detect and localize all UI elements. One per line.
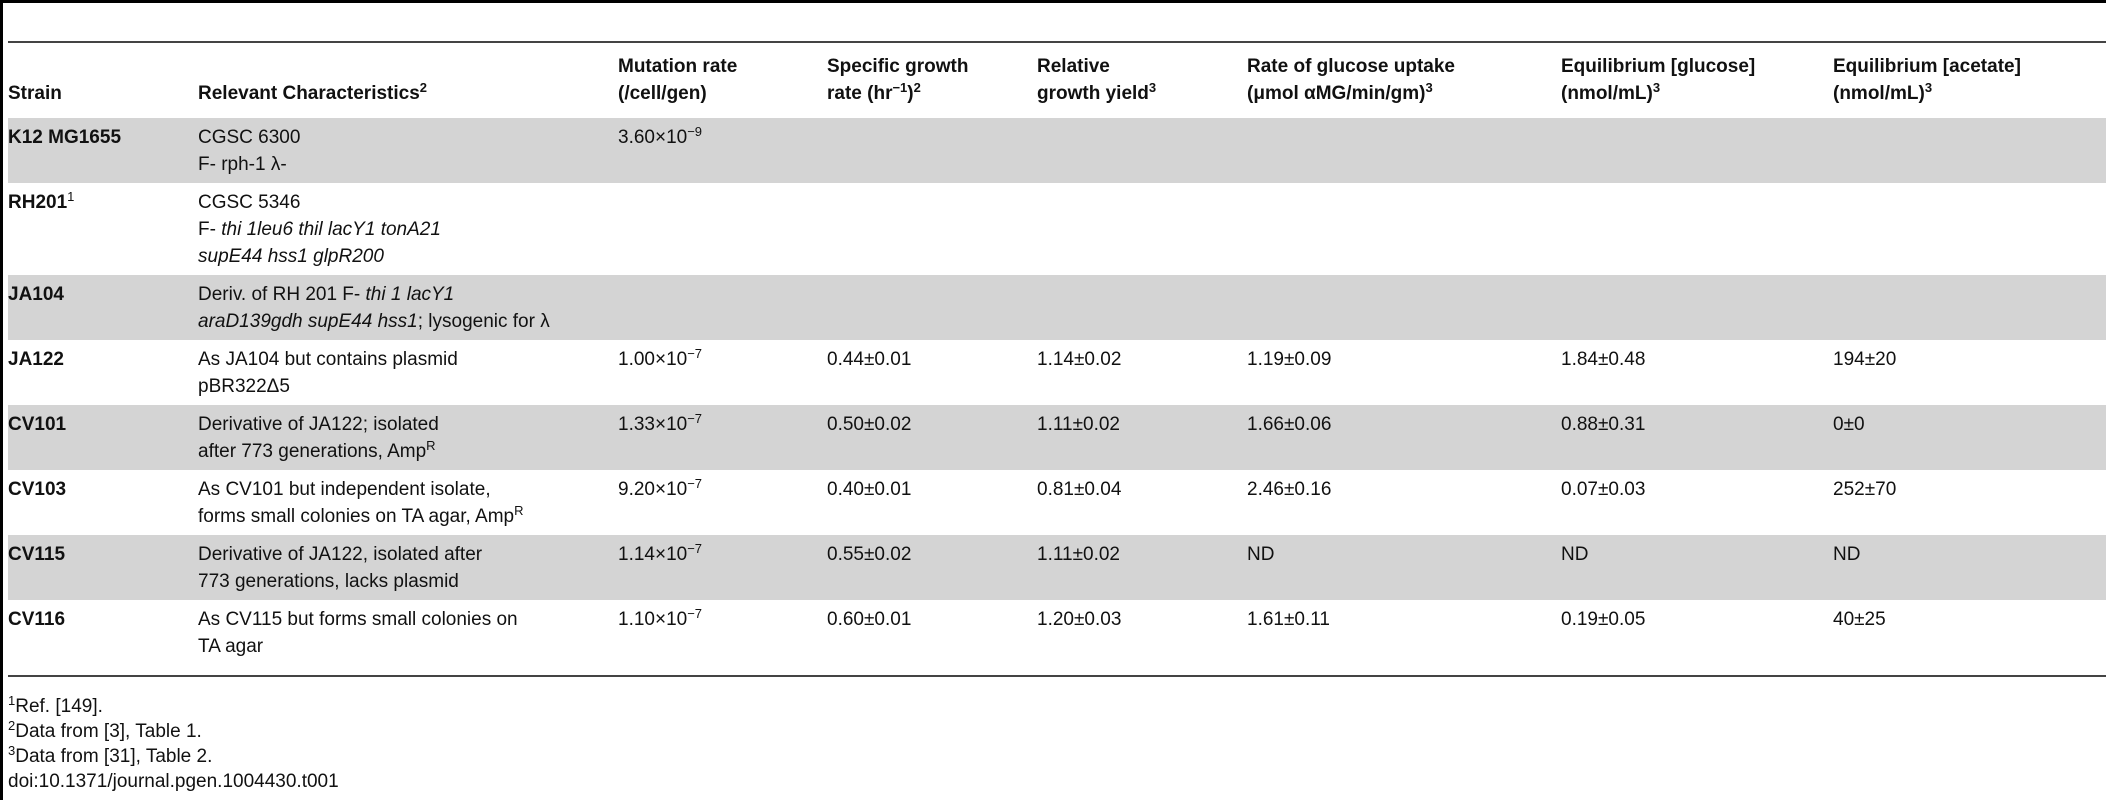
header-strain: Strain bbox=[8, 83, 62, 104]
equilibrium-glucose-cell: 0.88±0.31 bbox=[1561, 405, 1833, 470]
glucose-uptake-cell: ND bbox=[1247, 535, 1561, 600]
growth-yield-cell: 1.20±0.03 bbox=[1037, 609, 1122, 630]
growth-rate-cell: 0.60±0.01 bbox=[827, 609, 912, 630]
characteristics-cell: CGSC 6300 F- rph-1 λ- bbox=[198, 118, 618, 183]
table-row: CV116 As CV115 but forms small colonies … bbox=[8, 600, 2106, 665]
header-mutation-rate: Mutation rate (/cell/gen) bbox=[618, 56, 738, 104]
growth-rate-cell bbox=[827, 183, 1037, 275]
equilibrium-glucose-cell: ND bbox=[1561, 535, 1833, 600]
header-characteristics: Relevant Characteristics2 bbox=[198, 79, 428, 104]
glucose-uptake-cell bbox=[1247, 118, 1561, 183]
top-border bbox=[0, 0, 2106, 3]
strain-cell: K12 MG1655 bbox=[8, 118, 198, 183]
header-glucose-uptake: Rate of glucose uptake (μmol αMG/min/gm)3 bbox=[1247, 56, 1455, 104]
growth-yield-cell: 0.81±0.04 bbox=[1037, 479, 1122, 500]
equilibrium-glucose-cell: 0.19±0.05 bbox=[1561, 609, 1646, 630]
header-row: Strain Relevant Characteristics2 Mutatio… bbox=[8, 43, 2106, 118]
growth-rate-cell: 0.55±0.02 bbox=[827, 535, 1037, 600]
equilibrium-glucose-cell: 1.84±0.48 bbox=[1561, 349, 1646, 370]
equilibrium-glucose-cell bbox=[1561, 183, 1833, 275]
characteristics-cell: As CV115 but forms small colonies on TA a… bbox=[198, 609, 518, 657]
strain-cell: CV115 bbox=[8, 535, 198, 600]
equilibrium-acetate-cell: ND bbox=[1833, 535, 2106, 600]
header-growth-rate: Specific growth rate (hr−1)2 bbox=[827, 56, 969, 104]
growth-rate-cell bbox=[827, 118, 1037, 183]
growth-rate-cell: 0.40±0.01 bbox=[827, 479, 912, 500]
table-row: RH2011 CGSC 5346 F- thi 1leu6 thil lacY1 … bbox=[8, 183, 2106, 275]
characteristics-cell: As JA104 but contains plasmid pBR322Δ5 bbox=[198, 349, 458, 397]
left-border bbox=[0, 0, 3, 800]
equilibrium-acetate-cell: 194±20 bbox=[1833, 349, 1897, 370]
mutation-rate-cell: 9.20×10−7 bbox=[618, 475, 703, 500]
characteristics-cell: Derivative of JA122; isolated after 773 g… bbox=[198, 405, 618, 470]
strain-cell: CV101 bbox=[8, 405, 198, 470]
table-bottom-rule bbox=[8, 675, 2106, 677]
glucose-uptake-cell bbox=[1247, 275, 1561, 340]
equilibrium-acetate-cell bbox=[1833, 118, 2106, 183]
header-equilibrium-acetate: Equilibrium [acetate] (nmol/mL)3 bbox=[1833, 56, 2021, 104]
strain-cell: CV116 bbox=[8, 609, 66, 630]
footnote-1: 1Ref. [149]. bbox=[8, 692, 103, 717]
strain-table: Strain Relevant Characteristics2 Mutatio… bbox=[8, 43, 2106, 665]
header-growth-yield: Relative growth yield3 bbox=[1037, 56, 1157, 104]
mutation-rate-cell: 1.10×10−7 bbox=[618, 605, 703, 630]
strain-cell: CV103 bbox=[8, 479, 67, 500]
characteristics-cell: Deriv. of RH 201 F- thi 1 lacY1 araD139gd… bbox=[198, 275, 618, 340]
strain-cell: RH2011 bbox=[8, 188, 75, 213]
equilibrium-acetate-cell: 40±25 bbox=[1833, 609, 1886, 630]
growth-rate-cell: 0.50±0.02 bbox=[827, 405, 1037, 470]
mutation-rate-cell: 3.60×10−9 bbox=[618, 118, 827, 183]
strain-cell: JA122 bbox=[8, 349, 64, 370]
table-footnotes: 1Ref. [149]. 2Data from [3], Table 1. 3D… bbox=[8, 694, 339, 794]
table-row: CV103 As CV101 but independent isolate, f… bbox=[8, 470, 2106, 535]
equilibrium-glucose-cell: 0.07±0.03 bbox=[1561, 479, 1646, 500]
glucose-uptake-cell: 1.66±0.06 bbox=[1247, 405, 1561, 470]
equilibrium-acetate-cell: 252±70 bbox=[1833, 479, 1897, 500]
mutation-rate-cell: 1.33×10−7 bbox=[618, 405, 827, 470]
equilibrium-glucose-cell bbox=[1561, 118, 1833, 183]
doi-link[interactable]: doi:10.1371/journal.pgen.1004430.t001 bbox=[8, 771, 339, 792]
growth-yield-cell: 1.11±0.02 bbox=[1037, 535, 1247, 600]
growth-yield-cell: 1.14±0.02 bbox=[1037, 349, 1122, 370]
mutation-rate-cell: 1.14×10−7 bbox=[618, 535, 827, 600]
mutation-rate-cell bbox=[618, 275, 827, 340]
glucose-uptake-cell: 2.46±0.16 bbox=[1247, 479, 1332, 500]
growth-yield-cell bbox=[1037, 183, 1247, 275]
glucose-uptake-cell bbox=[1247, 183, 1561, 275]
characteristics-cell: As CV101 but independent isolate, forms s… bbox=[198, 479, 524, 527]
glucose-uptake-cell: 1.19±0.09 bbox=[1247, 349, 1332, 370]
table-row: JA104 Deriv. of RH 201 F- thi 1 lacY1 ara… bbox=[8, 275, 2106, 340]
growth-yield-cell: 1.11±0.02 bbox=[1037, 405, 1247, 470]
strain-cell: JA104 bbox=[8, 275, 198, 340]
footnote-2: 2Data from [3], Table 1. bbox=[8, 717, 202, 742]
mutation-rate-cell bbox=[618, 183, 827, 275]
header-equilibrium-glucose: Equilibrium [glucose] (nmol/mL)3 bbox=[1561, 56, 1756, 104]
equilibrium-glucose-cell bbox=[1561, 275, 1833, 340]
header-top-rule bbox=[8, 41, 2106, 43]
footnote-3: 3Data from [31], Table 2. bbox=[8, 742, 213, 767]
growth-rate-cell bbox=[827, 275, 1037, 340]
table-row: CV101 Derivative of JA122; isolated after… bbox=[8, 405, 2106, 470]
equilibrium-acetate-cell: 0±0 bbox=[1833, 405, 2106, 470]
characteristics-cell: CGSC 5346 F- thi 1leu6 thil lacY1 tonA21 s… bbox=[198, 192, 441, 267]
table-row: CV115 Derivative of JA122, isolated afte… bbox=[8, 535, 2106, 600]
table-row: K12 MG1655 CGSC 6300 F- rph-1 λ- 3.60×10−… bbox=[8, 118, 2106, 183]
growth-yield-cell bbox=[1037, 275, 1247, 340]
growth-yield-cell bbox=[1037, 118, 1247, 183]
growth-rate-cell: 0.44±0.01 bbox=[827, 349, 912, 370]
table-row: JA122 As JA104 but contains plasmid pBR32… bbox=[8, 340, 2106, 405]
equilibrium-acetate-cell bbox=[1833, 275, 2106, 340]
mutation-rate-cell: 1.00×10−7 bbox=[618, 345, 703, 370]
glucose-uptake-cell: 1.61±0.11 bbox=[1247, 609, 1330, 630]
characteristics-cell: Derivative of JA122, isolated after 773 g… bbox=[198, 535, 618, 600]
equilibrium-acetate-cell bbox=[1833, 183, 2106, 275]
